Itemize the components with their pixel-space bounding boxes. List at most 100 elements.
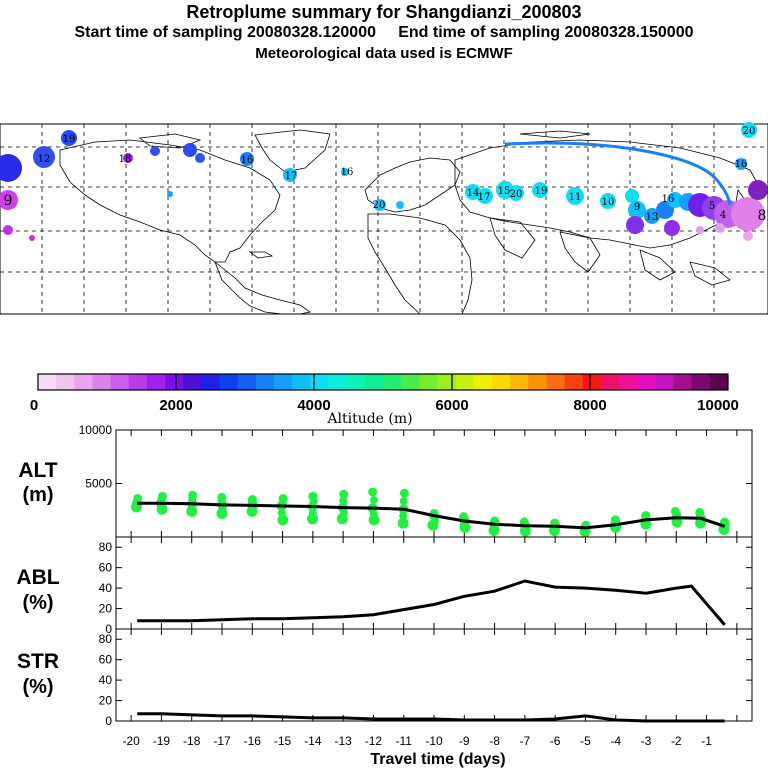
time-series-panels: 500010000020406080020406080-20 -19 -18 -17-… [79,423,752,748]
colorbar-label: Altitude (m) [326,411,412,427]
altitude-scatter-point [489,525,500,536]
str-label: STR [17,650,59,673]
colorbar-tick-label: 0 [30,397,38,414]
plume-day-label: 17 [285,171,298,182]
world-map: 1912918 1617 1620141715 20 1911 10 9131654 8201… [0,122,768,314]
y-tick-label: 60 [99,653,113,667]
series-line [137,714,725,721]
colorbar-cell [201,374,220,390]
x-tick-label: -5 [580,734,591,748]
figure: 1912918 1617 1620141715 20 1911 10 9131654 8201… [0,0,768,768]
colorbar-cell [510,374,529,390]
x-tick-label: -15 [274,734,292,748]
colorbar-cell [220,374,239,390]
y-tick-label: 80 [99,540,113,554]
x-tick-label: -8 [489,734,500,748]
x-tick-label: -13 [334,734,352,748]
colorbar-cell [492,374,511,390]
y-tick-label: 60 [99,561,113,575]
colorbar-tick-label: 2000 [159,397,192,414]
x-tick-label: -4 [610,734,621,748]
alt-label: ALT [18,459,57,482]
altitude-scatter-point [400,497,408,505]
colorbar-cell [165,374,184,390]
plume-day-label: 9 [4,193,13,209]
colorbar-cells [38,374,729,390]
panel-str: 020406080 [99,629,752,728]
colorbar-cell [474,374,493,390]
altitude-scatter-point [400,489,409,498]
plume-day-label: 16 [241,155,254,166]
altitude-scatter-point [428,520,439,531]
colorbar-cell [383,374,402,390]
colorbar-cell [74,374,93,390]
x-tick-label: -9 [459,734,470,748]
altitude-scatter-point [307,513,318,524]
altitude-scatter-point [370,496,378,504]
altitude-scatter-point [247,506,258,517]
colorbar-cell [147,374,166,390]
colorbar-cell [583,374,602,390]
panel-frame [116,537,752,629]
y-tick-label: 20 [99,694,113,708]
colorbar-cell [365,374,384,390]
colorbar-tick-label: 6000 [435,397,468,414]
alt-unit: (m) [22,484,53,506]
y-tick-label: 80 [99,632,113,646]
plume-day-label: 9 [634,202,640,213]
abl-unit: (%) [22,592,53,614]
colorbar-cell [546,374,565,390]
plume-day-label: 16 [735,159,748,170]
colorbar-cell [310,374,329,390]
plume-day-label: 20 [743,126,756,137]
x-tick-label: -10 [425,734,443,748]
x-tick-label: -20 [122,734,140,748]
plume-day-label: 12 [38,154,51,165]
colorbar-cell [111,374,130,390]
plume-day-label: 4 [720,210,726,221]
x-tick-labels: -20 -19 -18 -17 -16 -15 -14 -13 -12 -11 -10 -9 -8 -7 -… [122,734,712,748]
altitude-scatter-point [369,514,380,525]
colorbar-cell [655,374,674,390]
y-tick-label: 5000 [85,477,112,491]
x-tick-label: -6 [550,734,561,748]
colorbar-cell [637,374,656,390]
colorbar-cell [456,374,475,390]
colorbar-cell [329,374,348,390]
plume-day-label: 19 [63,134,76,145]
x-tick-label: -18 [183,734,201,748]
colorbar-cell [419,374,438,390]
y-tick-label: 40 [99,581,113,595]
x-tick-label: -1 [701,734,712,748]
y-tick-label: 20 [99,602,113,616]
panel-abl: 0 20 40 60 80 [99,537,752,636]
x-tick-label: -12 [365,734,383,748]
colorbar-cell [619,374,638,390]
panel-frame [116,629,752,721]
plume-day-label: 10 [602,197,615,208]
x-tick-label: -7 [520,734,531,748]
x-tick-label: -19 [153,734,171,748]
x-tick-label: -2 [671,734,682,748]
altitude-scatter-point [277,514,288,525]
x-tick-label: -16 [244,734,262,748]
altitude-scatter-point [216,508,227,519]
altitude-scatter-point [337,513,348,524]
colorbar-cell [601,374,620,390]
colorbar-tick-label: 4000 [297,397,330,414]
plume-day-label: 15 [498,186,511,197]
colorbar-cell [129,374,148,390]
plume-day-label: 18 [119,154,132,165]
colorbar-cell [347,374,366,390]
x-tick-label: -11 [395,734,412,748]
colorbar-cell [274,374,293,390]
altitude-scatter-point [186,506,197,517]
y-tick-label: 10000 [79,423,113,437]
altitude-scatter-point [398,518,409,529]
colorbar-cell [38,374,57,390]
colorbar-cell [238,374,257,390]
plume-day-label: 5 [709,201,715,212]
altitude-scatter-point [460,522,471,533]
colorbar-tick-label: 8000 [573,397,606,414]
colorbar-cell [674,374,693,390]
